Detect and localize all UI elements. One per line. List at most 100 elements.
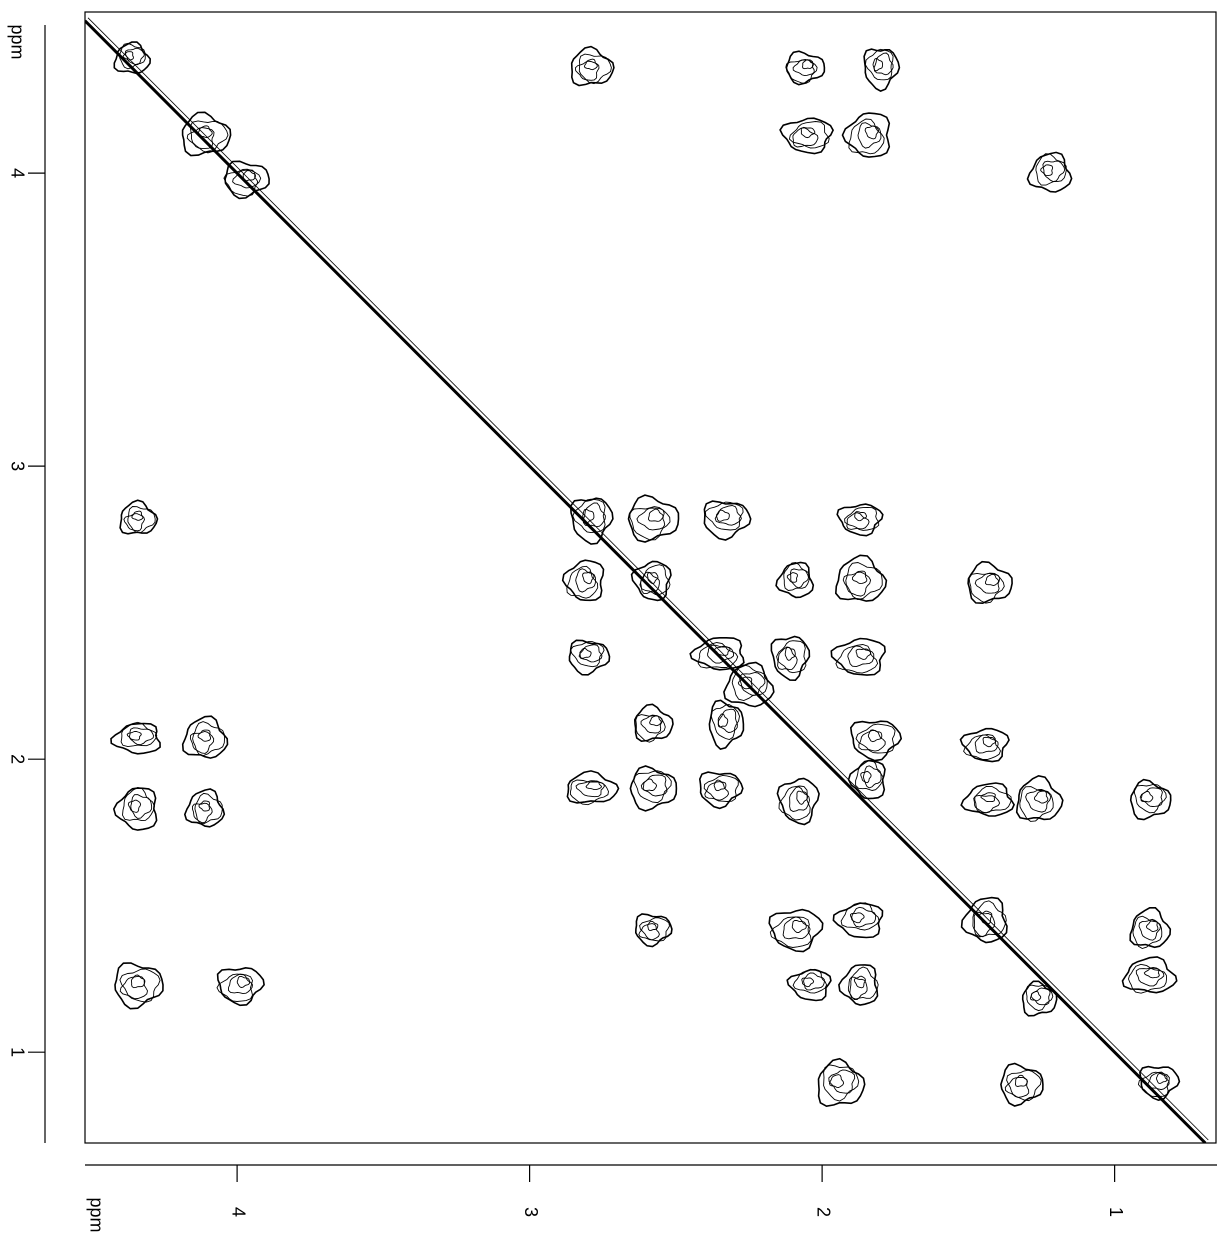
- contour-line: [191, 802, 213, 824]
- cross-peak: [114, 962, 164, 1010]
- contour-line: [788, 121, 830, 149]
- contour-line: [855, 723, 896, 754]
- contour-line: [130, 794, 153, 819]
- contour-line: [823, 1064, 860, 1102]
- contour-line: [113, 41, 152, 75]
- contour-line: [561, 559, 605, 602]
- contour-line: [841, 112, 891, 158]
- plot-frame: [84, 11, 1217, 1144]
- contour-line: [845, 562, 883, 600]
- contour-line: [566, 565, 599, 599]
- contour-line: [842, 571, 872, 597]
- contour-line: [796, 790, 808, 805]
- contour-line: [849, 966, 879, 1000]
- contour-line: [578, 53, 612, 85]
- contour-line: [192, 721, 225, 757]
- contour-line: [118, 42, 146, 70]
- cross-peak: [223, 160, 270, 200]
- cross-peak: [847, 759, 886, 800]
- cross-peak: [1015, 774, 1064, 822]
- cross-peak: [1137, 1065, 1181, 1102]
- contour-line: [776, 777, 820, 826]
- contour-line: [1026, 151, 1073, 193]
- cross-peak: [112, 787, 158, 831]
- contour-line: [570, 45, 615, 87]
- cross-peak: [568, 639, 611, 676]
- contour-line: [967, 560, 1013, 605]
- contour-line: [844, 506, 880, 531]
- contour-line: [186, 127, 215, 149]
- contour-line: [583, 58, 598, 71]
- x-tick-label: 1: [1106, 1207, 1126, 1217]
- contour-line: [704, 501, 744, 531]
- contour-line: [714, 505, 742, 526]
- contour-line: [112, 787, 158, 831]
- contour-line: [1019, 786, 1054, 822]
- contour-line: [980, 792, 996, 803]
- contour-line: [770, 635, 811, 682]
- contour-line: [110, 722, 161, 755]
- contour-line: [119, 968, 161, 1003]
- contour-line: [785, 50, 826, 86]
- cross-peak: [959, 727, 1010, 763]
- cross-peak: [1000, 1062, 1044, 1107]
- cross-peak: [1121, 956, 1178, 994]
- contour-line: [779, 117, 835, 155]
- cross-peak: [830, 637, 886, 676]
- contour-line: [638, 923, 660, 941]
- cross-peak: [832, 902, 884, 939]
- contour-line: [703, 774, 739, 802]
- plot-area: [85, 17, 1209, 1143]
- contour-line: [783, 562, 811, 591]
- contour-line: [122, 787, 155, 822]
- contour-line: [189, 120, 229, 154]
- contour-line: [130, 974, 146, 989]
- cross-peak: [181, 111, 232, 157]
- contour-line: [717, 713, 729, 728]
- contour-line: [633, 770, 672, 804]
- contour-line: [639, 917, 670, 942]
- contour-line: [864, 125, 880, 140]
- contour-line: [854, 511, 867, 522]
- cross-peak: [110, 721, 161, 755]
- cross-peak: [569, 497, 614, 545]
- cross-peak: [181, 715, 229, 759]
- contour-line: [873, 52, 894, 76]
- contour-line: [582, 508, 595, 524]
- contour-line: [716, 509, 730, 522]
- diagonal: [85, 19, 1207, 1143]
- contour-line: [1129, 778, 1172, 821]
- contour-line: [855, 760, 884, 791]
- contour-line: [776, 640, 807, 674]
- contour-line: [216, 973, 253, 1002]
- contour-line: [960, 896, 1008, 944]
- contour-line: [836, 503, 884, 537]
- cross-peak: [698, 771, 744, 810]
- cross-peak: [779, 117, 835, 155]
- contour-line: [189, 731, 215, 754]
- contour-line: [828, 1069, 856, 1094]
- contour-line: [227, 973, 253, 995]
- contour-line: [572, 498, 606, 534]
- contour-line: [1000, 1062, 1044, 1107]
- cross-peak: [836, 503, 884, 537]
- contour-line: [197, 729, 212, 742]
- contour-line: [704, 781, 729, 801]
- contour-line: [119, 975, 148, 1000]
- contour-line: [847, 759, 886, 800]
- contour-line: [127, 506, 156, 534]
- y-tick-label: 3: [7, 461, 27, 471]
- contour-line: [960, 782, 1016, 817]
- contour-line: [1035, 153, 1067, 186]
- cross-peak: [570, 45, 615, 87]
- contour-line: [838, 964, 879, 1006]
- contour-line: [585, 780, 603, 791]
- contour-line: [768, 908, 824, 953]
- y-tick-label: 2: [7, 754, 27, 764]
- contour-line: [181, 111, 232, 157]
- contour-line: [194, 792, 223, 825]
- contour-line: [216, 966, 265, 1007]
- contour-line: [974, 734, 999, 754]
- contour-line: [801, 977, 815, 988]
